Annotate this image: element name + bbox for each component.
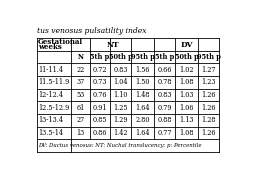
Text: 1.10: 1.10 (113, 91, 128, 99)
Text: DV: Ductus venosus; NT: Nuchal translucency; p: Percentile: DV: Ductus venosus; NT: Nuchal transluce… (38, 143, 202, 148)
Text: 22: 22 (76, 66, 85, 74)
Text: 2.80: 2.80 (135, 116, 150, 124)
Text: 1.23: 1.23 (201, 78, 216, 86)
Text: 0.76: 0.76 (93, 91, 107, 99)
Text: 12.5-12.9: 12.5-12.9 (38, 104, 69, 112)
Text: 0.85: 0.85 (93, 116, 107, 124)
Text: 1.13: 1.13 (179, 116, 194, 124)
Text: 0.83: 0.83 (157, 91, 172, 99)
Text: 1.06: 1.06 (179, 104, 194, 112)
Text: 1.64: 1.64 (135, 104, 150, 112)
Text: 0.77: 0.77 (157, 129, 172, 137)
Text: 0.86: 0.86 (93, 129, 107, 137)
Text: 1.08: 1.08 (179, 78, 194, 86)
Text: 95th p: 95th p (197, 53, 221, 61)
Text: 11-11.4: 11-11.4 (38, 66, 63, 74)
Text: 1.26: 1.26 (201, 104, 216, 112)
Text: 13.5-14: 13.5-14 (38, 129, 63, 137)
Text: 13: 13 (76, 129, 85, 137)
Text: 0.73: 0.73 (93, 78, 107, 86)
Text: Gestational: Gestational (38, 38, 83, 46)
Text: DV: DV (180, 40, 193, 49)
Text: 0.83: 0.83 (113, 66, 128, 74)
Text: 27: 27 (76, 116, 85, 124)
Text: 1.56: 1.56 (135, 66, 150, 74)
Text: 1.48: 1.48 (135, 91, 150, 99)
Text: 53: 53 (76, 91, 85, 99)
Text: 1.64: 1.64 (135, 129, 150, 137)
Text: 12-12.4: 12-12.4 (38, 91, 63, 99)
Text: 1.42: 1.42 (113, 129, 128, 137)
Text: 0.66: 0.66 (157, 66, 172, 74)
Text: 50th p: 50th p (109, 53, 132, 61)
Text: 61: 61 (76, 104, 85, 112)
Text: 1.28: 1.28 (201, 116, 216, 124)
Text: 0.91: 0.91 (93, 104, 107, 112)
Text: 1.02: 1.02 (179, 66, 194, 74)
Text: 1.29: 1.29 (113, 116, 128, 124)
Text: 5th p: 5th p (155, 53, 174, 61)
Text: 1.50: 1.50 (135, 78, 150, 86)
Text: 1.03: 1.03 (179, 91, 194, 99)
Text: 1.26: 1.26 (201, 129, 216, 137)
Text: NT: NT (106, 40, 119, 49)
Text: 0.79: 0.79 (157, 104, 172, 112)
Text: 37: 37 (76, 78, 85, 86)
Text: 1.26: 1.26 (201, 91, 216, 99)
Text: 1.27: 1.27 (201, 66, 216, 74)
Text: 13-13.4: 13-13.4 (38, 116, 63, 124)
Text: 0.72: 0.72 (93, 66, 107, 74)
Text: 0.78: 0.78 (157, 78, 172, 86)
Text: 95th p: 95th p (130, 53, 155, 61)
Text: 1.08: 1.08 (179, 129, 194, 137)
Text: weeks: weeks (38, 43, 62, 51)
Text: 11.5-11.9: 11.5-11.9 (38, 78, 69, 86)
Text: N: N (78, 53, 84, 61)
Text: 1.04: 1.04 (113, 78, 128, 86)
Text: 1.25: 1.25 (113, 104, 128, 112)
Text: 0.88: 0.88 (157, 116, 172, 124)
Text: 5th p: 5th p (90, 53, 109, 61)
Text: 50th p: 50th p (175, 53, 199, 61)
Text: tus venosus pulsatility index: tus venosus pulsatility index (37, 28, 147, 35)
